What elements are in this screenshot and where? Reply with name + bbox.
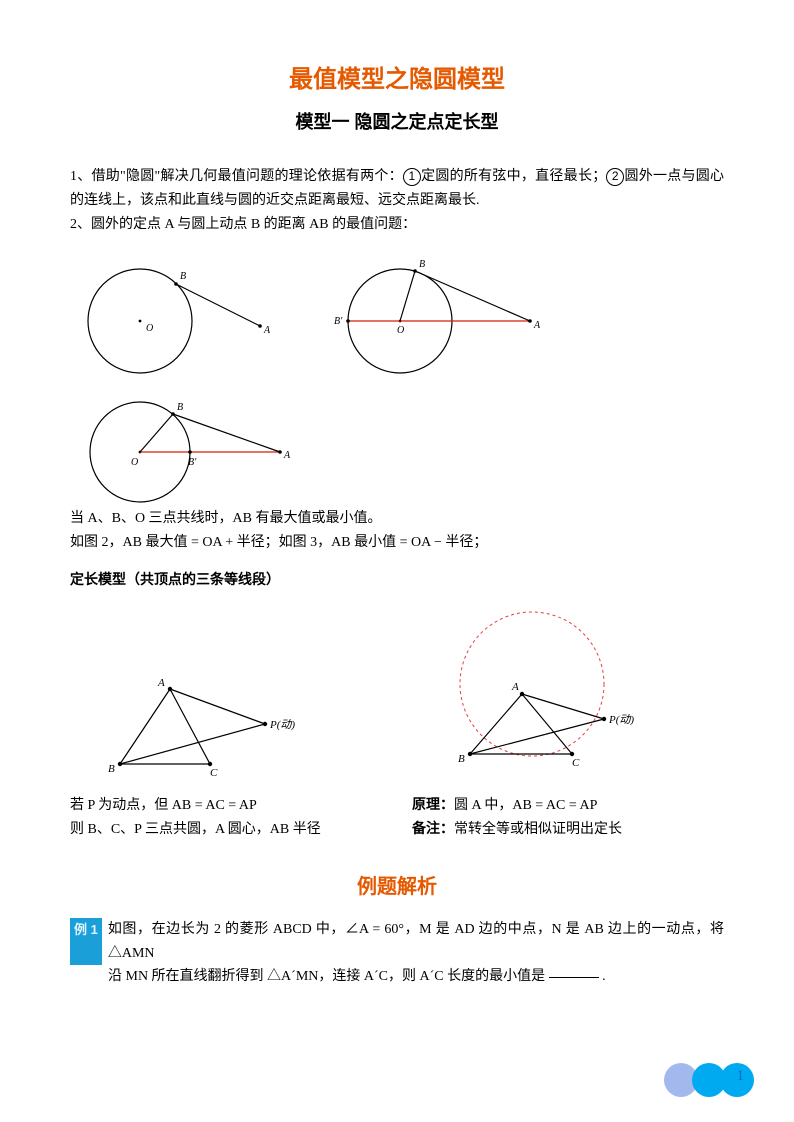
p1-b1: 定圆的所有弦中，直径最长；	[421, 169, 606, 184]
svg-text:A: A	[283, 450, 290, 461]
svg-text:P(动): P(动)	[608, 713, 634, 726]
svg-text:B: B	[458, 753, 465, 765]
figure-row-1: O B A O B′ A B	[70, 251, 724, 381]
svg-text:A: A	[511, 681, 519, 693]
svg-text:B′: B′	[334, 316, 343, 327]
left-caption-2: 则 B、C、P 三点共圆，A 圆心，AB 半径	[70, 818, 382, 842]
paragraph-4: 如图 2，AB 最大值 = OA + 半径；如图 3，AB 最小值 = OA −…	[70, 531, 724, 555]
svg-text:B: B	[177, 402, 183, 413]
section-title: 例题解析	[70, 870, 724, 904]
figure-triangle-right: A B C P(动)	[412, 604, 724, 784]
label-a: A	[263, 325, 270, 336]
bullet-1-icon: 1	[403, 168, 421, 186]
sub-title: 模型一 隐圆之定点定长型	[70, 107, 724, 138]
example-1: 例 1 如图，在边长为 2 的菱形 ABCD 中，∠A = 60°，M 是 AD…	[70, 918, 724, 966]
example-label: 例 1	[70, 918, 102, 966]
right-column: A B C P(动) 原理：圆 A 中，AB = AC = AP 备注：常转全等…	[412, 604, 724, 842]
svg-text:B: B	[108, 763, 115, 775]
bullet-2-icon: 2	[606, 168, 624, 186]
figure-2: O B′ A B	[320, 251, 540, 381]
svg-text:B′: B′	[188, 457, 197, 468]
answer-blank	[549, 963, 599, 978]
p1-lead: 1、借助"隐圆"解决几何最值问题的理论依据有两个：	[70, 169, 403, 184]
paragraph-2: 2、圆外的定点 A 与圆上动点 B 的距离 AB 的最值问题：	[70, 213, 724, 237]
svg-text:A: A	[157, 677, 165, 689]
heading-model: 定长模型（共顶点的三条等线段）	[70, 568, 724, 592]
right-caption-2: 备注：常转全等或相似证明出定长	[412, 818, 724, 842]
svg-text:B: B	[419, 259, 425, 270]
svg-text:P(动): P(动)	[269, 718, 295, 731]
figure-3: O B′ A B	[70, 387, 724, 507]
paragraph-1: 1、借助"隐圆"解决几何最值问题的理论依据有两个：1定圆的所有弦中，直径最长；2…	[70, 165, 724, 213]
figure-row-2: O B′ A B	[70, 387, 724, 507]
page-number: 1	[737, 1064, 745, 1090]
label-o: O	[146, 323, 153, 334]
example-text-1: 如图，在边长为 2 的菱形 ABCD 中，∠A = 60°，M 是 AD 边的中…	[108, 918, 724, 966]
svg-text:O: O	[131, 457, 138, 468]
svg-text:C: C	[572, 757, 580, 769]
svg-text:C: C	[210, 767, 218, 779]
figure-triangle-left: A B C P(动)	[70, 664, 382, 784]
right-caption-1: 原理：圆 A 中，AB = AC = AP	[412, 794, 724, 818]
svg-text:O: O	[397, 325, 404, 336]
figure-1: O B A	[70, 251, 270, 381]
svg-text:A: A	[533, 320, 540, 331]
paragraph-3: 当 A、B、O 三点共线时，AB 有最大值或最小值。	[70, 507, 724, 531]
main-title: 最值模型之隐圆模型	[70, 60, 724, 101]
example-text-2: 沿 MN 所在直线翻折得到 △A´MN，连接 A´C，则 A´C 长度的最小值是…	[70, 965, 724, 989]
left-caption-1: 若 P 为动点，但 AB = AC = AP	[70, 794, 382, 818]
two-column-figures: A B C P(动) 若 P 为动点，但 AB = AC = AP 则 B、C、…	[70, 604, 724, 842]
left-column: A B C P(动) 若 P 为动点，但 AB = AC = AP 则 B、C、…	[70, 664, 382, 842]
label-b: B	[180, 271, 186, 282]
